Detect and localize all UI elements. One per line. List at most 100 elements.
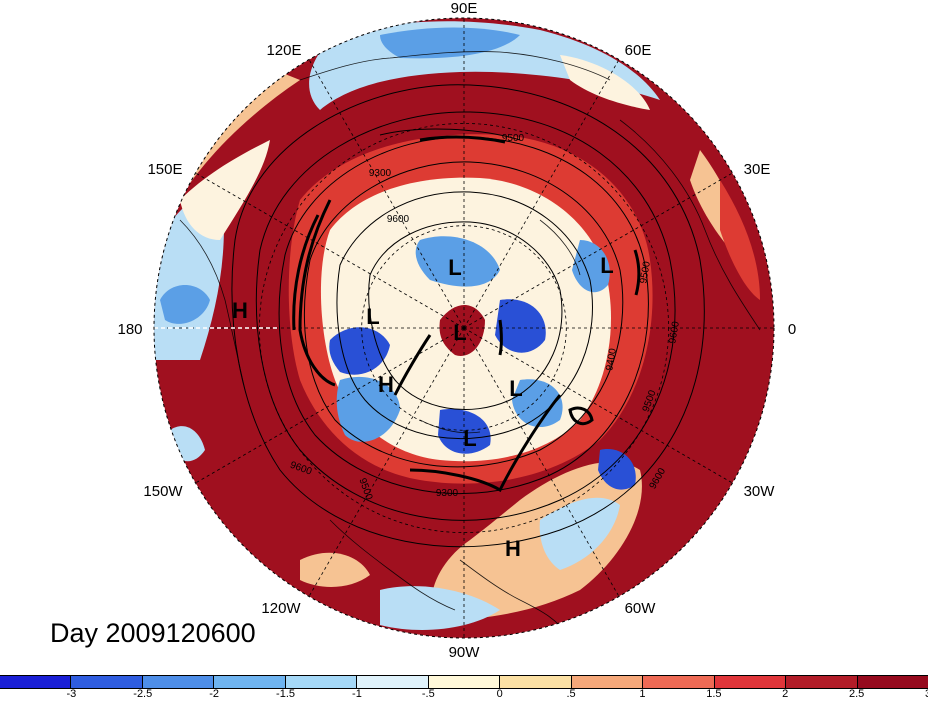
- coastline: [619, 119, 761, 331]
- contour-line: [231, 84, 705, 548]
- contour-label: 9600: [387, 214, 410, 225]
- meridian-line: [195, 172, 465, 329]
- colorbar-segment: [643, 676, 715, 688]
- colorbar-tick-label: 2.5: [848, 688, 865, 700]
- lon-label-60w: 60W: [625, 600, 657, 617]
- anomaly-patch: [572, 240, 610, 293]
- coastline: [179, 219, 246, 391]
- lon-label-120e: 120E: [266, 42, 301, 59]
- colorbar: [0, 675, 928, 689]
- anomaly-patch: [598, 449, 636, 490]
- contour-line: [303, 161, 624, 468]
- anomaly-patch: [495, 299, 546, 353]
- wind-contour: [568, 406, 594, 426]
- system-label: L: [600, 253, 613, 278]
- system-label: L: [448, 255, 461, 280]
- lon-label-180: 180: [117, 321, 142, 338]
- colorbar-segment: [857, 676, 928, 688]
- contour-label: 9400: [604, 347, 619, 371]
- wind-contour: [409, 394, 562, 493]
- contour-label: 9500: [502, 133, 525, 144]
- system-label: H: [505, 536, 521, 561]
- colorbar-segment: [571, 676, 644, 688]
- colorbar-tick-label: -1: [352, 688, 362, 700]
- lon-label-30w: 30W: [744, 483, 776, 500]
- colorbar-tick-label: -2: [209, 688, 220, 700]
- polar-map: H L L L H L L H L 9500 9300 9600 9500 94…: [117, 0, 796, 661]
- colorbar-tick-label: 3: [925, 688, 928, 700]
- anomaly-patch: [160, 285, 210, 324]
- colorbar-segment: [500, 676, 572, 688]
- colorbar-tick-label: 1.5: [706, 688, 722, 700]
- colorbar-segment: [0, 676, 72, 688]
- system-label: L: [509, 376, 522, 401]
- lon-label-90e: 90E: [451, 0, 478, 17]
- anomaly-patch: [439, 305, 485, 356]
- lon-label-150e: 150E: [147, 161, 182, 178]
- colorbar-segment: [786, 676, 858, 688]
- colorbar-segment: [142, 676, 215, 688]
- contour-label: 9600: [667, 320, 682, 344]
- coastline: [329, 519, 456, 611]
- anomaly-patch: [380, 586, 500, 630]
- wind-contour: [298, 199, 336, 387]
- pressure-systems: H L L L H L L H L: [232, 253, 614, 561]
- meridian-line: [463, 327, 620, 597]
- colorbar-tick-label: -.5: [421, 688, 435, 700]
- system-label: L: [463, 426, 476, 451]
- lon-label-0: 0: [788, 321, 796, 338]
- colorbar-tick-label: .5: [566, 688, 576, 700]
- graticule: [154, 18, 774, 638]
- coastline: [299, 51, 611, 81]
- wind-contour: [393, 334, 432, 396]
- colorbar-tick-labels: -3 -2.5 -2 -1.5 -1 -.5 0 .5 1 1.5 2 2.5 3: [0, 688, 928, 702]
- wind-contour: [419, 135, 506, 144]
- colorbar-tick-label: -2.5: [133, 688, 153, 700]
- meridian-line: [308, 327, 465, 597]
- system-label: L: [453, 320, 466, 345]
- map-title: Day 2009120600: [50, 618, 256, 648]
- lon-label-150w: 150W: [143, 483, 183, 500]
- system-label: H: [232, 298, 248, 323]
- contour-line: [379, 128, 521, 141]
- colorbar-tick-label: 2: [782, 688, 789, 700]
- system-label: H: [378, 372, 394, 397]
- latitude-circle: [361, 225, 567, 431]
- wind-contour: [292, 214, 320, 331]
- colorbar-tick-label: -1.5: [276, 688, 296, 700]
- anomaly-patch: [720, 180, 760, 300]
- contour-label: 9300: [369, 168, 392, 179]
- colorbar-tick-label: 0: [496, 688, 503, 700]
- anomaly-patch: [300, 552, 370, 587]
- lon-label-120w: 120W: [261, 600, 301, 617]
- coastline: [539, 219, 581, 276]
- system-label: L: [366, 304, 379, 329]
- meridian-line: [463, 172, 733, 329]
- colorbar-segment: [71, 676, 143, 688]
- contour-line: [336, 191, 593, 440]
- contour-label: 9300: [436, 488, 459, 499]
- wind-contours: [292, 135, 641, 493]
- colorbar-segment: [428, 676, 501, 688]
- map-boundary: [153, 17, 775, 639]
- anomaly-patch: [539, 497, 620, 570]
- anomaly-patch: [415, 236, 500, 287]
- colorbar-segment: [714, 676, 787, 688]
- colorbar-segment: [357, 676, 429, 688]
- meridian-line: [195, 327, 465, 484]
- meridian-line: [308, 59, 465, 329]
- colorbar-tick-label: 1: [639, 688, 646, 700]
- lon-label-30e: 30E: [744, 161, 771, 178]
- colorbar-tick-label: -3: [66, 688, 77, 700]
- longitude-labels: 90E 60E 30E 0 30W 60W 90W 120W 150W 180 …: [117, 0, 796, 661]
- contour-line: [368, 221, 563, 410]
- meridian-line: [463, 59, 620, 329]
- lon-label-90w: 90W: [449, 644, 481, 661]
- colorbar-segment: [285, 676, 358, 688]
- wind-contour: [498, 319, 503, 356]
- anomaly-patch: [180, 140, 270, 240]
- anomaly-patch: [380, 27, 520, 59]
- coastlines: [179, 51, 761, 638]
- contour-label: 9500: [638, 260, 653, 284]
- meridian-line: [463, 327, 733, 484]
